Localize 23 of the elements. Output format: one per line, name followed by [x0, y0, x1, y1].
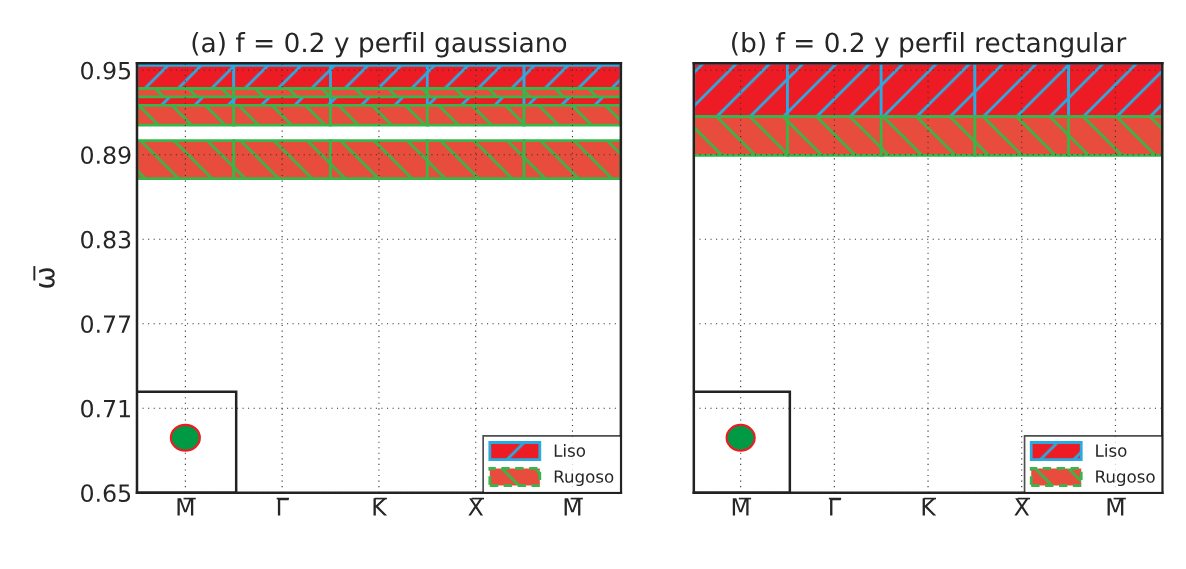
y-tick-label: 0.95	[81, 61, 131, 80]
y-tick-label: 0.89	[81, 146, 131, 165]
x-tick-label: Γ̅	[828, 497, 842, 516]
x-tick-label: M̅	[1107, 497, 1126, 516]
x-tick-label: Γ̅	[276, 497, 289, 516]
y-tick-label: 0.77	[81, 315, 131, 334]
y-axis-title: ω̅	[33, 266, 55, 288]
y-tick-label: 0.71	[81, 399, 130, 418]
legend-label: Liso	[1096, 443, 1127, 457]
x-tick-label: K̅	[922, 497, 937, 516]
x-tick-label: M̅	[177, 497, 196, 516]
legend-label: Rugoso	[1096, 470, 1155, 487]
x-tick-label: X̅	[468, 497, 485, 516]
x-tick-label: X̅	[1014, 497, 1031, 516]
legend-label: Rugoso	[554, 470, 614, 487]
x-tick-label: M̅	[564, 497, 583, 516]
chart-title: (b) f = 0.2 y perfil rectangular	[732, 32, 1127, 58]
x-tick-label: M̅	[732, 497, 752, 516]
y-tick-label: 0.83	[81, 230, 131, 249]
legend-label: Liso	[554, 443, 586, 457]
y-tick-label: 0.65	[81, 484, 131, 503]
x-tick-label: K̅	[373, 497, 388, 516]
chart-title: (a) f = 0.2 y perfil gaussiano	[192, 32, 567, 58]
